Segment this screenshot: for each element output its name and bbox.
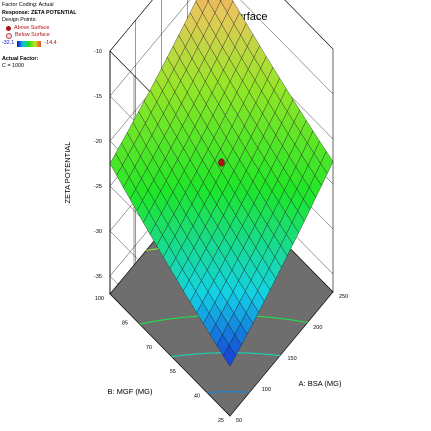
design-points [218, 158, 225, 167]
y-tick-label: 70 [146, 345, 152, 351]
y-tick-label: 40 [194, 394, 200, 400]
y-tick-label: 85 [122, 320, 128, 326]
x-tick-label: 250 [339, 294, 348, 300]
response-surface [109, 0, 334, 367]
legend-panel: Factor Coding: Actual Response: ZETA POT… [2, 2, 77, 71]
actual-factor-label: Actual Factor: [2, 55, 39, 62]
y-tick-label: 25 [218, 418, 224, 424]
design-point-marker [218, 158, 225, 167]
x-tick-label: 50 [236, 418, 242, 424]
y-tick-label: 100 [95, 296, 104, 302]
scale-max-label: -14.4 [44, 39, 57, 46]
floor-contour-line [206, 391, 250, 394]
z-tick-label: -30 [94, 229, 102, 235]
x-tick-label: 150 [288, 356, 297, 362]
factor-coding-label: Factor Coding: Actual [2, 2, 54, 8]
below-surface-dot-icon [6, 33, 12, 40]
response-label: Response: ZETA POTENTIAL [2, 9, 77, 16]
surface-cell [223, 344, 236, 367]
above-surface-label: Above Surface [14, 24, 50, 31]
x-tick-label: 100 [262, 387, 271, 393]
z-tick-label: -20 [94, 139, 102, 145]
z-tick-label: -15 [94, 94, 102, 100]
z-axis-title: ZETA POTENTIAL [63, 142, 72, 204]
scale-min-label: -32.1 [2, 39, 15, 46]
design-points-label: Design Points: [2, 17, 37, 24]
y-axis-title: B: MGF (MG) [108, 387, 153, 396]
color-scale-bar [17, 40, 42, 47]
z-tick-label: -10 [94, 49, 102, 55]
x-axis-title: A: BSA (MG) [299, 379, 342, 388]
actual-factor-value: C = 1000 [2, 63, 25, 70]
axis-labels: -10 -15 -20 -25 -30 -35 50 100 150 200 250 25 40 55 70… [63, 49, 348, 424]
y-tick-label: 55 [170, 369, 176, 375]
below-surface-label: Below Surface [15, 32, 50, 39]
x-tick-label: 200 [313, 325, 322, 331]
color-scale-row: -32.1 -14.4 [2, 40, 77, 48]
legend-above-row: Above Surface [2, 25, 77, 33]
z-tick-label: -25 [94, 184, 102, 190]
z-tick-label: -35 [94, 274, 102, 280]
above-surface-dot-icon [6, 26, 11, 32]
legend-below-row: Below Surface [2, 32, 77, 40]
